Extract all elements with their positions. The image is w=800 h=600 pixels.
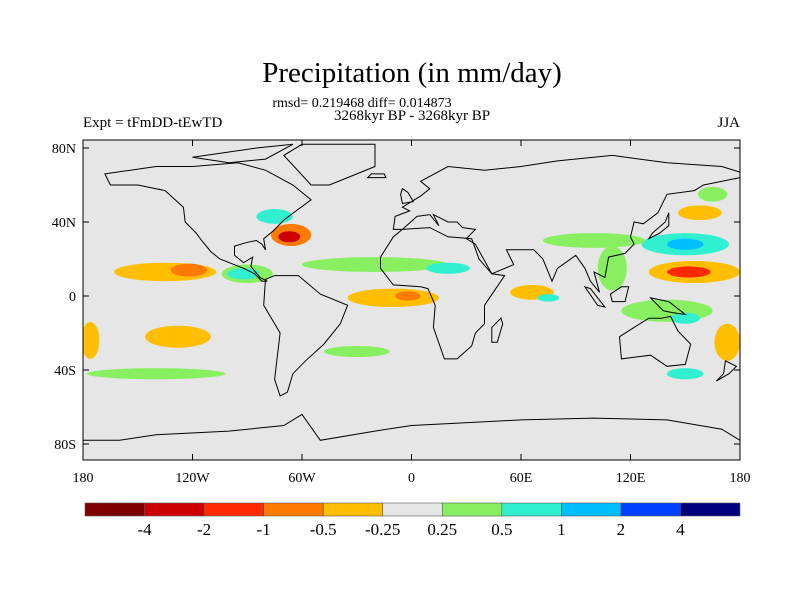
precip-anomaly-19	[597, 246, 627, 291]
precip-anomaly-1	[170, 263, 208, 277]
colorbar-box	[84, 502, 145, 517]
colorbar-label: 0.25	[427, 520, 457, 539]
precip-anomaly-15	[677, 205, 722, 221]
x-tick-label: 120E	[616, 471, 646, 486]
coastline-britain	[400, 187, 415, 205]
precip-anomaly-10	[395, 291, 421, 301]
precip-anomaly-3	[227, 268, 261, 280]
coastline-arctic-islands	[192, 143, 294, 164]
y-tick-label: 40N	[52, 216, 76, 231]
colorbar-box	[144, 502, 205, 517]
coastline-iceland	[366, 173, 387, 179]
coastline-japan	[647, 212, 670, 240]
colorbar-label: 0.5	[491, 520, 512, 539]
x-tick-label: 180	[730, 471, 751, 486]
colorbar-box	[561, 502, 622, 517]
colorbar-label: -4	[137, 520, 152, 539]
y-tick-label: 80S	[54, 438, 76, 453]
x-tick-label: 60W	[288, 471, 316, 486]
coastline-antarctica	[83, 413, 740, 460]
precip-anomaly-18	[542, 233, 646, 248]
colorbar-box	[382, 502, 443, 517]
precip-anomaly-12	[537, 294, 560, 302]
coastline-south-america	[263, 275, 349, 397]
y-tick-label: 40S	[54, 364, 76, 379]
chart-subtitle: rmsd= 0.219468 diff= 0.014873	[272, 96, 451, 111]
x-tick-label: 0	[408, 471, 415, 486]
coastline-borneo	[609, 286, 630, 303]
y-tick-label: 80N	[52, 142, 76, 157]
x-tick-label: 180	[73, 471, 94, 486]
right-string: JJA	[717, 115, 740, 131]
colorbar-box	[620, 502, 681, 517]
precip-anomaly-14	[667, 266, 711, 278]
coastline-madagascar	[491, 317, 504, 343]
colorbar-label: -0.5	[310, 520, 337, 539]
colorbar-box	[680, 502, 741, 517]
precip-anomaly-27	[667, 368, 704, 380]
y-tick-label: 0	[69, 290, 76, 305]
colorbar-label: 4	[676, 520, 685, 539]
precip-anomaly-6	[256, 209, 293, 224]
precip-anomaly-7	[302, 257, 448, 272]
colorbar-label: 1	[557, 520, 566, 539]
precip-anomaly-25	[670, 312, 700, 324]
colorbar-box	[203, 502, 264, 517]
precip-anomaly-5	[278, 231, 301, 243]
coastline-australia	[618, 315, 692, 367]
colorbar-box	[322, 502, 384, 517]
precip-anomaly-21	[83, 321, 100, 359]
precip-anomaly-9	[347, 288, 439, 308]
colorbar-box	[501, 502, 562, 517]
coastline-sumatra	[583, 285, 607, 308]
colorbar-label: -2	[197, 520, 211, 539]
coastline-new-zealand	[715, 360, 738, 382]
chart-title: Precipitation (in mm/day)	[262, 57, 562, 89]
precip-anomaly-22	[86, 368, 226, 380]
coastline-new-guinea	[649, 297, 688, 316]
precip-anomaly-28	[698, 186, 728, 202]
left-string: Expt = tFmDD-tEwTD	[83, 115, 222, 131]
colorbar-box	[263, 502, 324, 517]
colorbar-box	[441, 502, 503, 517]
center-string: 3268kyr BP - 3268kyr BP	[334, 108, 490, 124]
precip-anomaly-17	[667, 238, 704, 250]
coastline-eurasia	[392, 154, 740, 293]
precip-anomaly-23	[323, 345, 390, 358]
x-tick-label: 60E	[510, 471, 533, 486]
coastline-greenland	[283, 143, 376, 186]
precip-anomaly-20	[145, 325, 211, 348]
coastline-north-america	[104, 162, 312, 282]
coastline-africa	[380, 227, 506, 360]
colorbar-label: -0.25	[365, 520, 400, 539]
precip-anomaly-26	[714, 323, 740, 361]
precip-anomaly-8	[426, 262, 470, 274]
colorbar-label: 2	[617, 520, 626, 539]
colorbar-label: -1	[257, 520, 271, 539]
x-tick-label: 120W	[175, 471, 210, 486]
